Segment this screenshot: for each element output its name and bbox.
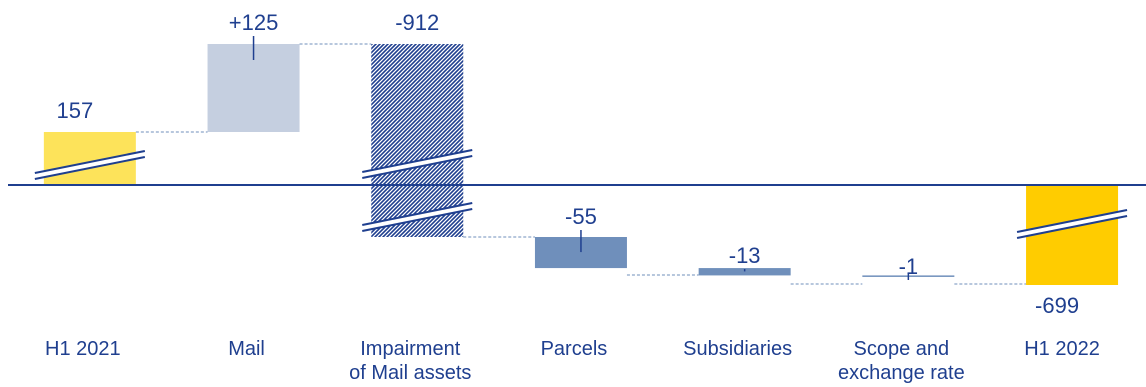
value-label-1: +125 bbox=[229, 10, 279, 35]
bar-6 bbox=[1026, 185, 1119, 285]
category-label-4: Subsidiaries bbox=[683, 338, 792, 360]
category-label-6: H1 2022 bbox=[1024, 338, 1100, 360]
axis-break-mark bbox=[1016, 209, 1128, 239]
bar-2 bbox=[371, 44, 464, 237]
axis-break-mark bbox=[34, 150, 146, 180]
axis-break-mark bbox=[362, 149, 473, 179]
category-label-0: H1 2021 bbox=[45, 338, 121, 360]
category-label-2: Impairment of Mail assets bbox=[349, 338, 471, 384]
category-label-3: Parcels bbox=[541, 338, 608, 360]
category-label-5: Scope and exchange rate bbox=[838, 338, 965, 384]
category-label-1: Mail bbox=[228, 338, 265, 360]
axis-break-mark bbox=[362, 202, 473, 232]
value-label-3: -55 bbox=[565, 204, 597, 229]
value-label-4: -13 bbox=[729, 243, 761, 268]
value-label-6: -699 bbox=[1035, 293, 1079, 318]
value-label-2: -912 bbox=[395, 10, 439, 35]
bar-4 bbox=[698, 268, 791, 276]
value-label-5: -1 bbox=[899, 254, 919, 279]
value-label-0: 157 bbox=[56, 98, 93, 123]
